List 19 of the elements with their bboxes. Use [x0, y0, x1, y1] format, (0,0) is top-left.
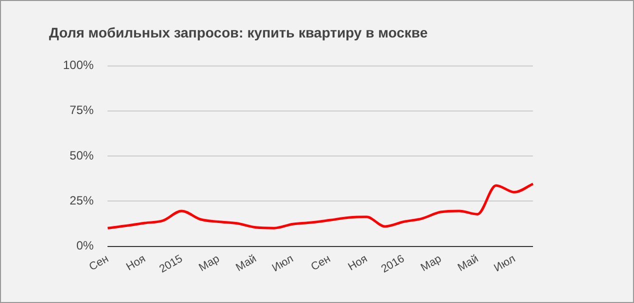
x-tick-label: Ноя [124, 252, 148, 274]
x-tick-label: Июл [270, 252, 296, 274]
x-tick-label: 2016 [379, 252, 407, 276]
x-tick-label: Сен [309, 252, 333, 274]
x-tick-label: Мар [418, 252, 444, 274]
x-tick-label: Сен [87, 252, 111, 274]
y-tick-label: 100% [62, 58, 94, 72]
x-tick-label: Май [234, 252, 259, 274]
y-tick-label: 0% [76, 238, 94, 253]
x-tick-label: Май [456, 252, 481, 274]
x-tick-label: Ноя [346, 252, 370, 274]
x-tick-label: 2015 [157, 252, 185, 276]
y-tick-label: 50% [70, 148, 94, 162]
y-tick-label: 75% [70, 103, 94, 118]
line-series [106, 182, 534, 230]
x-tick-label: Мар [197, 252, 222, 274]
x-tick-label: Июл [492, 252, 518, 274]
chart-title: Доля мобильных запросов: купить квартиру в москве [49, 24, 428, 40]
y-tick-label: 25% [70, 194, 94, 208]
